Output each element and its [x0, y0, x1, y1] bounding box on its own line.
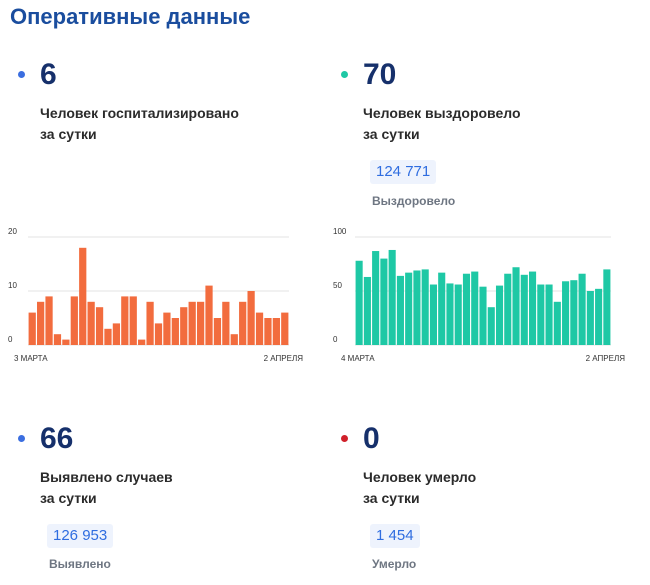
rec-chart-bar: [388, 249, 396, 345]
rec-chart-bar: [553, 301, 561, 345]
hosp-chart-bar: [171, 318, 179, 345]
page-title: Оперативные данные: [10, 4, 251, 29]
hosp-chart-bar: [230, 334, 238, 345]
recovered-dot-icon: [341, 71, 348, 78]
rec-chart-bar: [438, 272, 446, 345]
hosp-chart-bar: [87, 301, 95, 345]
rec-chart-bar: [405, 272, 413, 345]
rec-chart-bar: [578, 273, 586, 345]
hosp-chart-bar: [37, 301, 45, 345]
hosp-chart-bar: [45, 296, 53, 345]
rec-chart-ytick-label: 50: [333, 281, 342, 290]
rec-chart-bar: [603, 269, 611, 345]
hosp-chart-bar: [188, 301, 196, 345]
hosp-chart-bar: [205, 285, 213, 345]
rec-chart-bar: [570, 280, 578, 345]
rec-chart-bar: [372, 251, 380, 345]
rec-chart-bar: [396, 275, 404, 345]
hosp-chart-bar: [53, 334, 62, 345]
hosp-chart-bar: [112, 323, 121, 345]
hosp-chart-bar: [129, 296, 137, 345]
hosp-chart-bar: [95, 307, 104, 345]
rec-chart-bar: [529, 271, 537, 345]
hosp-chart-bar: [62, 339, 70, 345]
hospitalized-label-line1: Человек госпитализировано: [40, 105, 239, 121]
hosp-chart-bar: [28, 312, 36, 345]
hosp-chart-bar: [247, 291, 255, 345]
deaths-label-line1: Человек умерло: [363, 469, 477, 485]
rec-chart-bar: [429, 284, 437, 345]
rec-chart-bar: [421, 269, 429, 345]
rec-chart-bar: [495, 285, 504, 345]
recovered-total-badge: 124 771: [370, 160, 437, 184]
rec-chart-bar: [586, 291, 594, 345]
hosp-chart-bar: [255, 312, 264, 345]
hosp-chart-ytick-label: 0: [8, 335, 13, 344]
hosp-chart-x-end-label: 2 АПРЕЛЯ: [264, 354, 304, 363]
deaths-value: 0: [363, 422, 380, 455]
hosp-chart-bar: [239, 301, 247, 345]
recovered-total-caption: Выздоровело: [372, 194, 456, 208]
hosp-chart-bar: [104, 328, 112, 345]
hosp-chart-bar: [264, 318, 272, 345]
recovered-bar-chart: 0 50 100 4 МАРТА 2 АПРЕЛЯ: [333, 227, 626, 363]
hosp-chart-bar: [196, 301, 205, 345]
hosp-chart-bar: [138, 339, 146, 345]
recovered-label-line2: за сутки: [363, 126, 420, 142]
rec-chart-bar: [512, 267, 520, 345]
cases-label-line2: за сутки: [40, 490, 97, 506]
deaths-dot-icon: [341, 435, 348, 442]
hospitalized-label-line2: за сутки: [40, 126, 97, 142]
hosp-chart-bar: [272, 318, 280, 345]
hospitalized-value: 6: [40, 58, 57, 91]
hosp-chart-bar: [154, 323, 163, 345]
deaths-total-caption: Умерло: [372, 557, 417, 571]
rec-chart-bar: [562, 281, 570, 345]
rec-chart-bar: [454, 284, 462, 345]
hosp-chart-bar: [163, 312, 171, 345]
rec-chart-ytick-label: 100: [333, 227, 347, 236]
hosp-chart-bar: [70, 296, 78, 345]
cases-dot-icon: [18, 435, 25, 442]
cases-total-badge: 126 953: [47, 524, 114, 548]
hospitalized-bar-chart: 0 10 20 3 МАРТА 2 АПРЕЛЯ: [8, 227, 304, 363]
cases-total-caption: Выявлено: [49, 557, 111, 571]
rec-chart-bar: [446, 283, 454, 345]
rec-chart-bar: [595, 288, 603, 345]
cases-label-line1: Выявлено случаев: [40, 469, 173, 485]
hosp-chart-ytick-label: 10: [8, 281, 17, 290]
rec-chart-x-end-label: 2 АПРЕЛЯ: [586, 354, 626, 363]
rec-chart-bar: [520, 274, 528, 345]
deaths-total-badge: 1 454: [370, 524, 420, 548]
rec-chart-bar: [545, 284, 553, 345]
rec-chart-bar: [380, 258, 388, 345]
rec-chart-bar: [363, 276, 371, 345]
hosp-chart-bar: [121, 296, 129, 345]
hosp-chart-bar: [180, 307, 188, 345]
rec-chart-bar: [471, 271, 479, 345]
hosp-chart-bar: [79, 247, 87, 345]
cases-value: 66: [40, 422, 74, 455]
hosp-chart-bar: [281, 312, 289, 345]
hosp-chart-ytick-label: 20: [8, 227, 17, 236]
rec-chart-bar: [355, 260, 363, 345]
hosp-chart-x-start-label: 3 МАРТА: [14, 354, 48, 363]
rec-chart-bar: [462, 273, 471, 345]
rec-chart-ytick-label: 0: [333, 335, 338, 344]
rec-chart-bar: [413, 270, 421, 345]
hospitalized-dot-icon: [18, 71, 25, 78]
hosp-chart-bar: [213, 318, 222, 345]
recovered-label-line1: Человек выздоровело: [363, 105, 521, 121]
rec-chart-bar: [537, 284, 545, 345]
recovered-value: 70: [363, 58, 397, 91]
deaths-label-line2: за сутки: [363, 490, 420, 506]
hosp-chart-bar: [146, 301, 154, 345]
rec-chart-bar: [487, 307, 495, 345]
rec-chart-x-start-label: 4 МАРТА: [341, 354, 375, 363]
rec-chart-bar: [479, 286, 487, 345]
hosp-chart-bar: [222, 301, 230, 345]
rec-chart-bar: [504, 273, 512, 345]
